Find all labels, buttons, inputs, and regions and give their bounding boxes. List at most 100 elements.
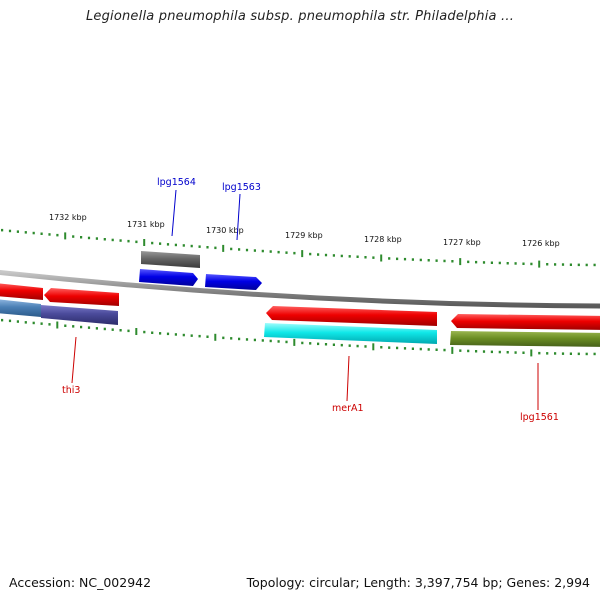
minor-tick — [427, 348, 430, 351]
minor-tick — [8, 319, 12, 323]
minor-tick — [561, 352, 565, 355]
minor-tick — [340, 343, 343, 347]
minor-tick — [72, 235, 75, 238]
minor-tick — [585, 263, 588, 267]
gene-block-thi3[interactable] — [41, 305, 118, 325]
minor-tick — [475, 350, 478, 353]
minor-tick — [64, 324, 67, 327]
minor-tick — [190, 334, 193, 337]
gene-label-lpg1564[interactable]: lpg1564 — [157, 177, 196, 188]
minor-tick — [396, 257, 399, 261]
gene-label-thi3[interactable]: thi3 — [62, 385, 80, 396]
minor-tick — [403, 347, 407, 350]
minor-tick — [309, 342, 312, 345]
gene-block-merA1[interactable] — [264, 323, 437, 344]
gene-arrow-red-left[interactable] — [0, 283, 43, 300]
minor-tick — [482, 261, 486, 264]
minor-tick — [435, 348, 438, 351]
minor-tick — [554, 352, 557, 355]
minor-tick — [348, 344, 351, 347]
minor-tick — [269, 250, 272, 253]
ruler-label-1729: 1729 kbp — [285, 231, 323, 240]
minor-tick — [87, 236, 91, 240]
accession-text: Accession: NC_002942 — [9, 575, 152, 590]
minor-tick — [24, 231, 27, 234]
map-title: Legionella pneumophila subsp. pneumophil… — [85, 9, 515, 24]
ruler-label-1731: 1731 kbp — [127, 220, 165, 229]
gene-label-lpg1563[interactable]: lpg1563 — [222, 182, 261, 193]
reverse-strand — [0, 283, 600, 347]
minor-tick — [182, 333, 185, 337]
minor-tick — [419, 347, 422, 351]
sequence-backbone — [0, 270, 600, 309]
major-tick — [451, 346, 454, 354]
minor-tick — [261, 249, 264, 253]
ruler-label-1728: 1728 kbp — [364, 235, 402, 244]
major-tick — [143, 239, 146, 246]
minor-tick — [317, 253, 320, 256]
minor-tick — [546, 263, 549, 266]
minor-tick — [48, 323, 51, 326]
minor-tick — [301, 341, 304, 345]
minor-tick — [245, 338, 249, 341]
minor-tick — [206, 335, 209, 338]
minor-tick — [388, 346, 391, 349]
minor-tick — [277, 250, 280, 254]
gene-arrow-red-thi[interactable] — [44, 288, 119, 306]
gene-arrow-lpg1564[interactable] — [139, 269, 198, 286]
gene-block-lpg1561[interactable] — [450, 331, 600, 347]
gene-label-lpg1561[interactable]: lpg1561 — [520, 412, 559, 423]
minor-tick — [143, 330, 146, 334]
gene-arrow-gray[interactable] — [141, 251, 200, 268]
minor-tick — [72, 325, 75, 328]
minor-tick — [48, 233, 51, 236]
minor-tick — [182, 244, 185, 247]
minor-tick — [269, 339, 272, 343]
minor-tick — [403, 257, 407, 261]
minor-tick — [380, 346, 383, 349]
minor-tick — [577, 263, 580, 267]
gene-block-steel[interactable] — [0, 299, 41, 317]
minor-tick — [411, 347, 414, 350]
minor-tick — [261, 339, 264, 342]
minor-tick — [332, 254, 335, 257]
minor-tick — [388, 257, 391, 260]
major-tick — [372, 343, 375, 351]
minor-tick — [514, 351, 517, 354]
gene-arrow-red-mer[interactable] — [266, 306, 437, 326]
gene-label-merA1[interactable]: merA1 — [332, 403, 364, 414]
minor-tick — [111, 328, 114, 331]
minor-tick — [546, 352, 549, 355]
minor-tick — [411, 258, 414, 261]
major-tick — [214, 333, 217, 341]
ruler-label-1730: 1730 kbp — [206, 226, 244, 235]
minor-tick — [538, 351, 541, 355]
minor-tick — [24, 321, 27, 324]
minor-tick — [317, 342, 320, 346]
minor-tick — [16, 230, 19, 233]
minor-tick — [32, 231, 35, 235]
minor-tick — [364, 256, 367, 259]
minor-tick — [585, 352, 588, 356]
minor-tick — [119, 329, 122, 332]
minor-tick — [1, 318, 4, 322]
minor-tick — [554, 263, 557, 266]
major-tick — [293, 338, 296, 346]
outer-tick-row — [1, 228, 596, 268]
gene-arrow-red-right[interactable] — [451, 314, 600, 330]
gene-arrow-lpg1563[interactable] — [205, 274, 262, 290]
minor-tick — [174, 333, 177, 336]
major-tick — [135, 328, 138, 335]
minor-tick — [190, 244, 193, 248]
minor-tick — [443, 348, 446, 352]
minor-tick — [475, 260, 478, 264]
minor-tick — [435, 259, 438, 262]
ruler-label-1727: 1727 kbp — [443, 238, 481, 247]
topology-summary: Topology: circular; Length: 3,397,754 bp… — [246, 575, 590, 590]
minor-tick — [206, 246, 209, 249]
minor-tick — [32, 321, 35, 325]
major-tick — [530, 349, 533, 357]
minor-tick — [103, 238, 106, 241]
label-leaders — [71, 189, 539, 410]
